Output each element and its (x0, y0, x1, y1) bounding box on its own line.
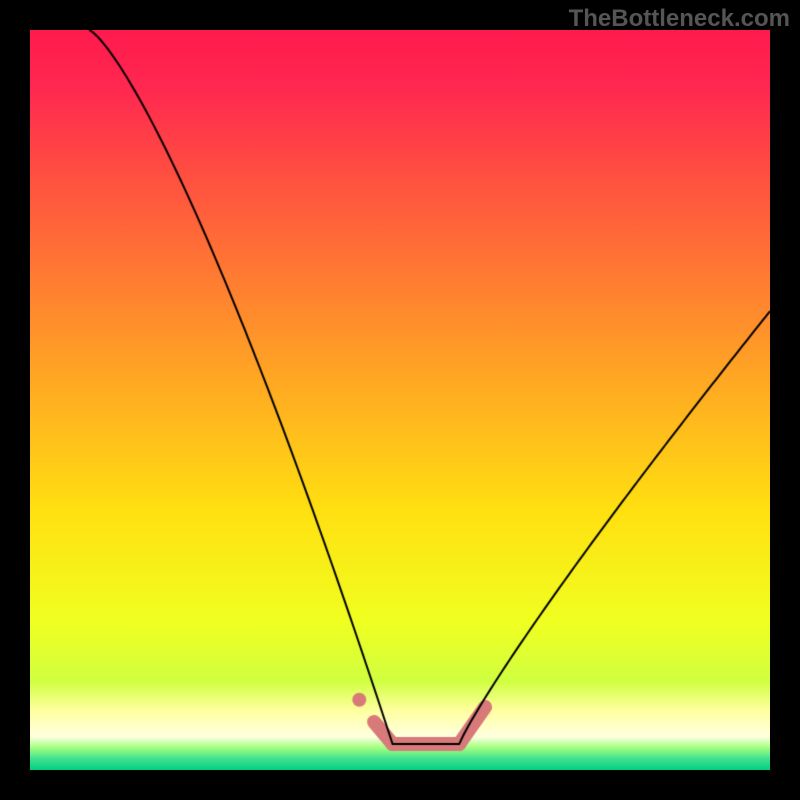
watermark-label: TheBottleneck.com (569, 5, 790, 33)
chart-stage: TheBottleneck.com (0, 0, 800, 800)
bottleneck-curve (0, 0, 800, 800)
